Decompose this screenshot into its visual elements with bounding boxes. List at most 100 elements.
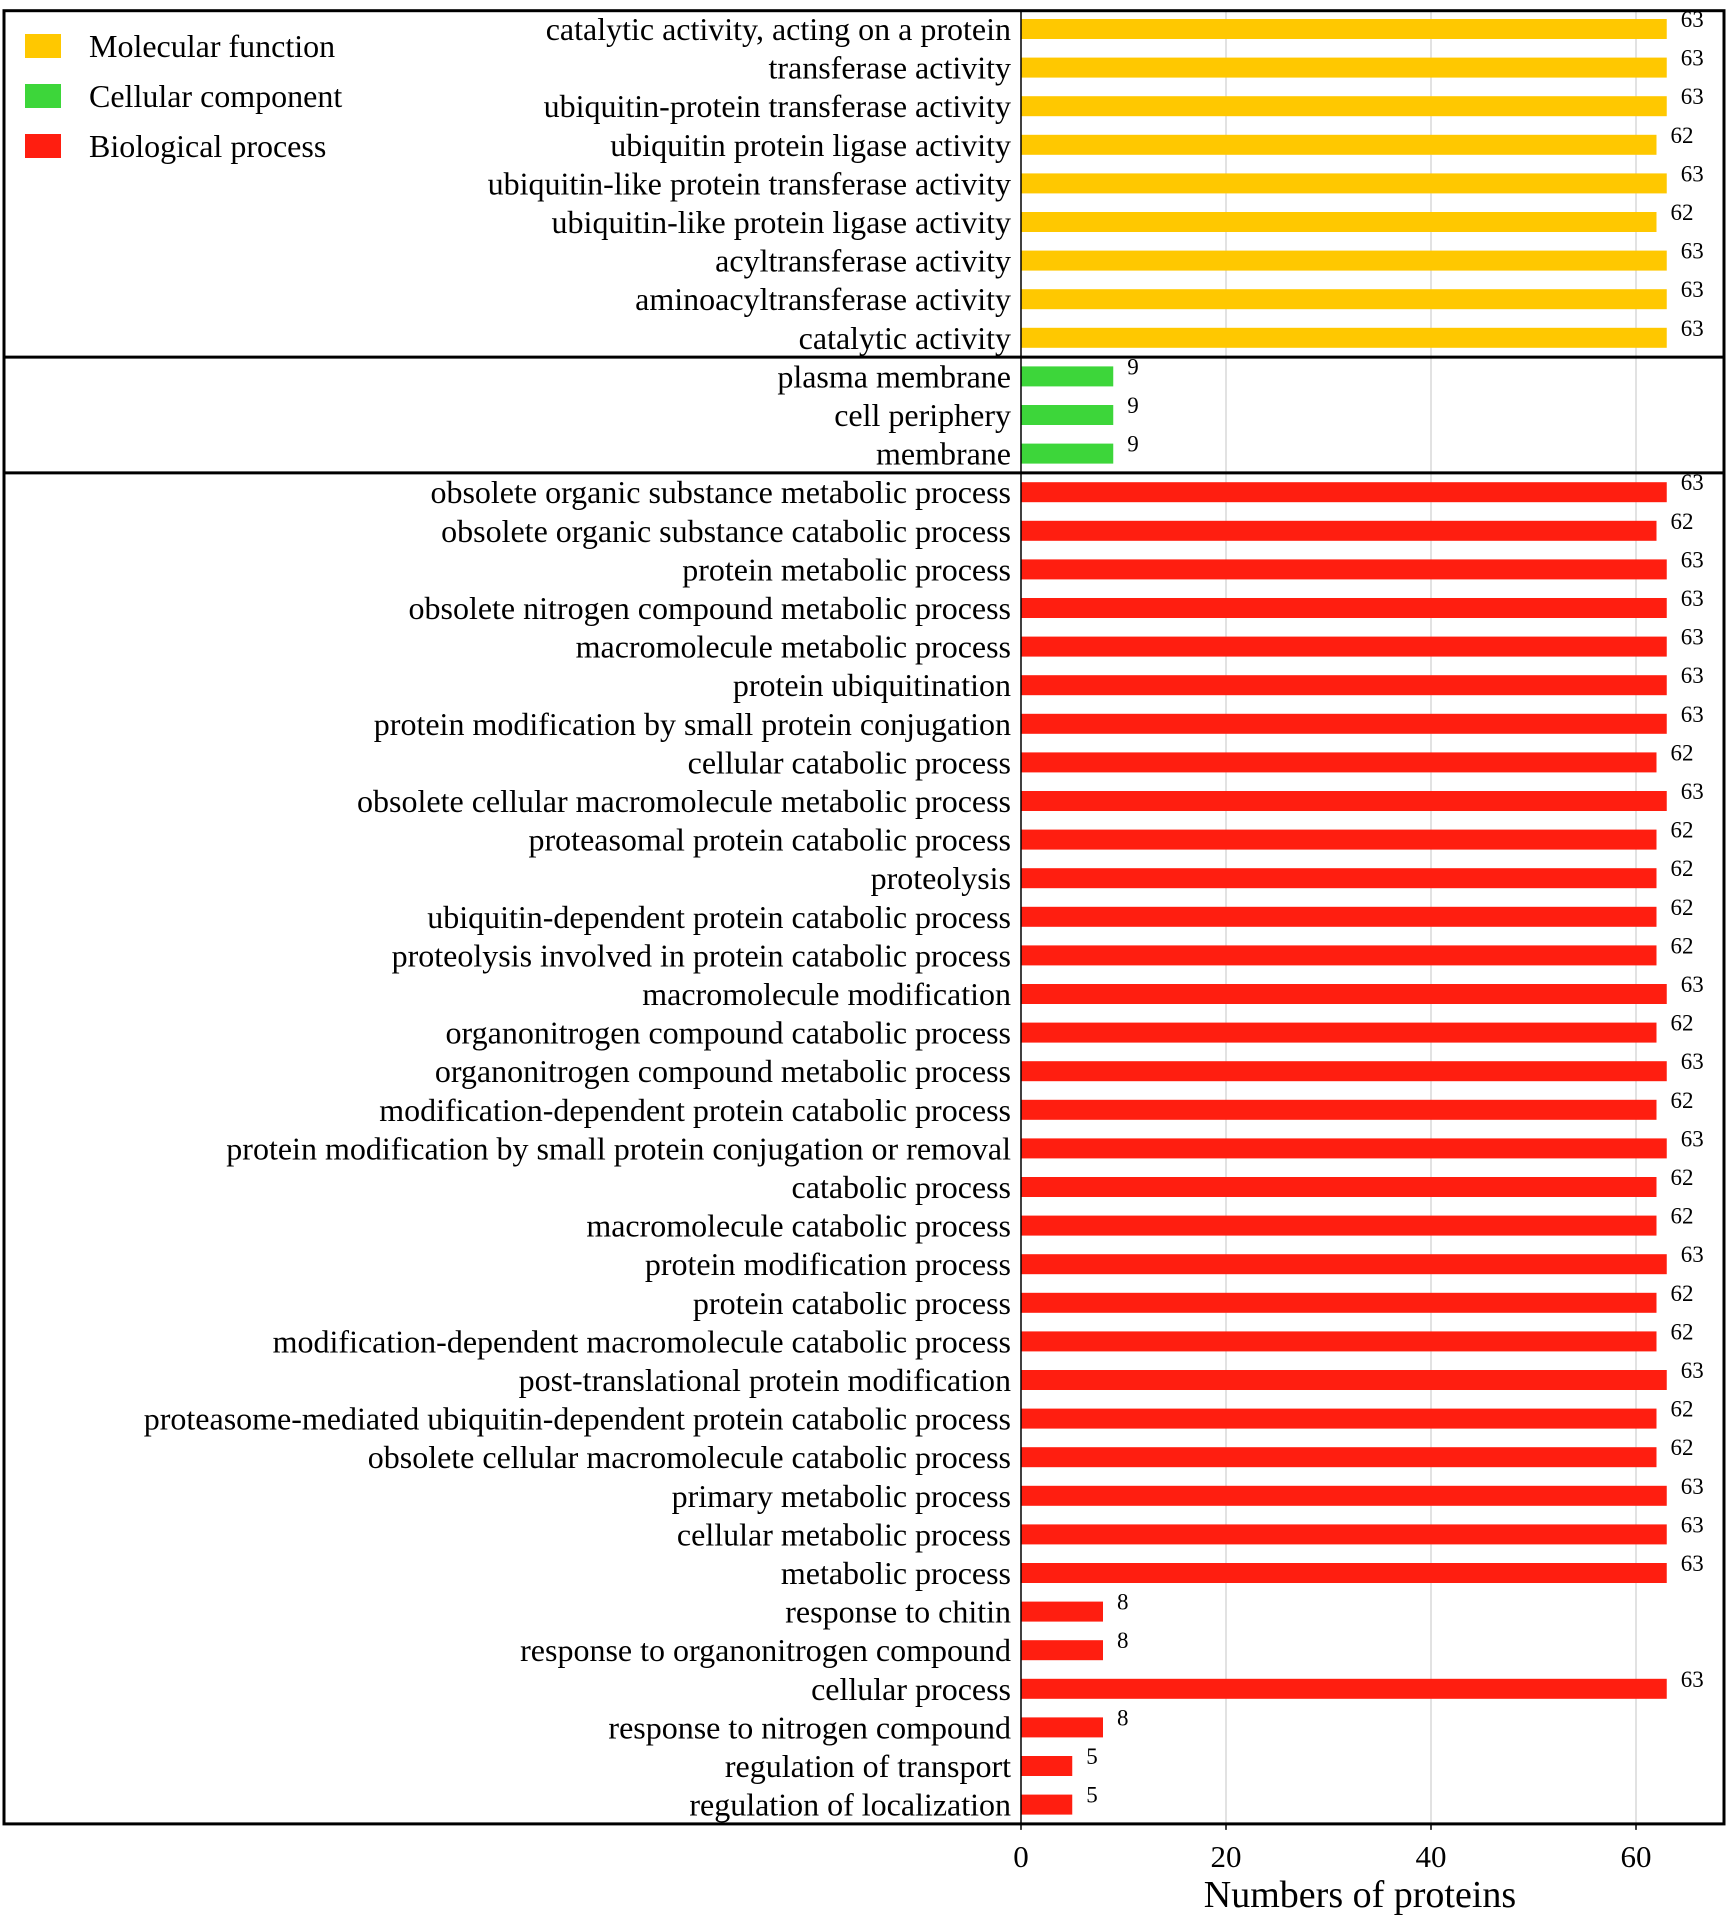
bar: [1021, 1331, 1657, 1352]
x-tick-label: 60: [1621, 1839, 1652, 1874]
value-label: 63: [1681, 1358, 1704, 1383]
category-label: metabolic process: [781, 1555, 1011, 1591]
category-label: proteasome-mediated ubiquitin-dependent …: [144, 1401, 1011, 1437]
value-label: 62: [1671, 856, 1694, 881]
value-label: 62: [1671, 1011, 1694, 1036]
bar: [1021, 1717, 1103, 1738]
category-label: obsolete nitrogen compound metabolic pro…: [408, 590, 1011, 626]
bar: [1021, 1794, 1073, 1815]
category-label: protein ubiquitination: [733, 667, 1011, 703]
value-label: 63: [1681, 1667, 1704, 1692]
bar: [1021, 636, 1667, 657]
value-label: 63: [1681, 663, 1704, 688]
value-label: 62: [1671, 1165, 1694, 1190]
category-label: protein modification by small protein co…: [374, 706, 1011, 742]
category-labels: catalytic activity, acting on a proteint…: [144, 11, 1011, 1823]
bar: [1021, 289, 1667, 310]
bar: [1021, 984, 1667, 1004]
category-label: response to organonitrogen compound: [520, 1632, 1011, 1668]
category-label: post-translational protein modification: [519, 1362, 1011, 1398]
value-label: 63: [1681, 239, 1704, 264]
bar: [1021, 520, 1657, 541]
bar: [1021, 1408, 1657, 1429]
value-label: 62: [1671, 740, 1694, 765]
value-label: 63: [1681, 84, 1704, 109]
category-label: cellular process: [811, 1671, 1011, 1707]
value-label: 62: [1671, 123, 1694, 148]
value-label: 62: [1671, 1281, 1694, 1306]
value-label: 62: [1671, 1397, 1694, 1422]
value-label: 62: [1671, 1319, 1694, 1344]
category-label: membrane: [876, 436, 1011, 472]
category-label: obsolete organic substance catabolic pro…: [441, 513, 1011, 549]
bar: [1021, 1138, 1667, 1159]
category-label: organonitrogen compound metabolic proces…: [435, 1053, 1011, 1089]
bar: [1021, 482, 1667, 503]
value-label: 63: [1681, 625, 1704, 650]
value-label: 62: [1671, 818, 1694, 843]
category-label: regulation of transport: [725, 1748, 1011, 1784]
category-label: cellular metabolic process: [677, 1516, 1011, 1552]
category-label: plasma membrane: [777, 358, 1011, 394]
category-label: protein metabolic process: [682, 551, 1011, 587]
category-label: primary metabolic process: [672, 1478, 1011, 1514]
category-label: catalytic activity: [799, 320, 1011, 356]
value-label: 63: [1681, 277, 1704, 302]
value-label: 63: [1681, 7, 1704, 32]
bar: [1021, 1254, 1667, 1275]
value-label: 63: [1681, 1474, 1704, 1499]
bar: [1021, 1485, 1667, 1506]
value-label: 5: [1086, 1783, 1098, 1808]
category-label: proteasomal protein catabolic process: [529, 822, 1011, 858]
bar: [1021, 1177, 1657, 1197]
legend-label: Biological process: [89, 128, 326, 164]
bar: [1021, 1524, 1667, 1545]
value-label: 63: [1681, 547, 1704, 572]
category-label: ubiquitin protein ligase activity: [610, 127, 1011, 163]
bar: [1021, 405, 1114, 425]
value-label: 8: [1117, 1705, 1129, 1730]
category-label: macromolecule modification: [642, 976, 1011, 1012]
x-axis-title: Numbers of proteins: [1204, 1874, 1516, 1916]
value-label: 9: [1127, 354, 1139, 379]
value-label: 62: [1671, 1435, 1694, 1460]
bar: [1021, 559, 1667, 580]
legend-swatch: [25, 34, 61, 58]
category-label: cell periphery: [834, 397, 1011, 433]
value-label: 63: [1681, 46, 1704, 71]
category-label: obsolete organic substance metabolic pro…: [430, 474, 1011, 510]
group-frames: [2, 9, 1726, 1826]
category-label: ubiquitin-like protein transferase activ…: [488, 165, 1011, 201]
bar: [1021, 1370, 1667, 1390]
category-label: response to nitrogen compound: [608, 1709, 1011, 1745]
bar: [1021, 212, 1657, 232]
category-label: protein catabolic process: [693, 1285, 1011, 1321]
legend-label: Cellular component: [89, 78, 342, 114]
bar: [1021, 366, 1114, 387]
category-label: proteolysis involved in protein cataboli…: [392, 937, 1011, 973]
category-label: modification-dependent protein catabolic…: [379, 1092, 1011, 1128]
bar: [1021, 173, 1667, 194]
bar: [1021, 1061, 1667, 1082]
bar: [1021, 752, 1657, 773]
bar: [1021, 791, 1667, 811]
bar: [1021, 1099, 1657, 1120]
category-label: ubiquitin-like protein ligase activity: [552, 204, 1011, 240]
bar: [1021, 1756, 1073, 1776]
value-label: 63: [1681, 972, 1704, 997]
bar: [1021, 598, 1667, 618]
category-label: catalytic activity, acting on a protein: [546, 11, 1011, 47]
bar: [1021, 1022, 1657, 1043]
bar: [1021, 250, 1667, 271]
value-label: 63: [1681, 779, 1704, 804]
legend: Molecular function Cellular component Biol…: [25, 28, 342, 164]
category-label: protein modification process: [645, 1246, 1011, 1282]
value-label: 63: [1681, 470, 1704, 495]
bars: [1021, 19, 1667, 1815]
category-label: catabolic process: [792, 1169, 1011, 1205]
category-label: ubiquitin-protein transferase activity: [544, 88, 1011, 124]
value-labels: 63 63 63 62 63 62 63 63 63 9 9 9 63 62 63 63 63 63 63 62 63 6…: [1086, 7, 1704, 1808]
bar: [1021, 1601, 1103, 1622]
value-label: 9: [1127, 393, 1139, 418]
